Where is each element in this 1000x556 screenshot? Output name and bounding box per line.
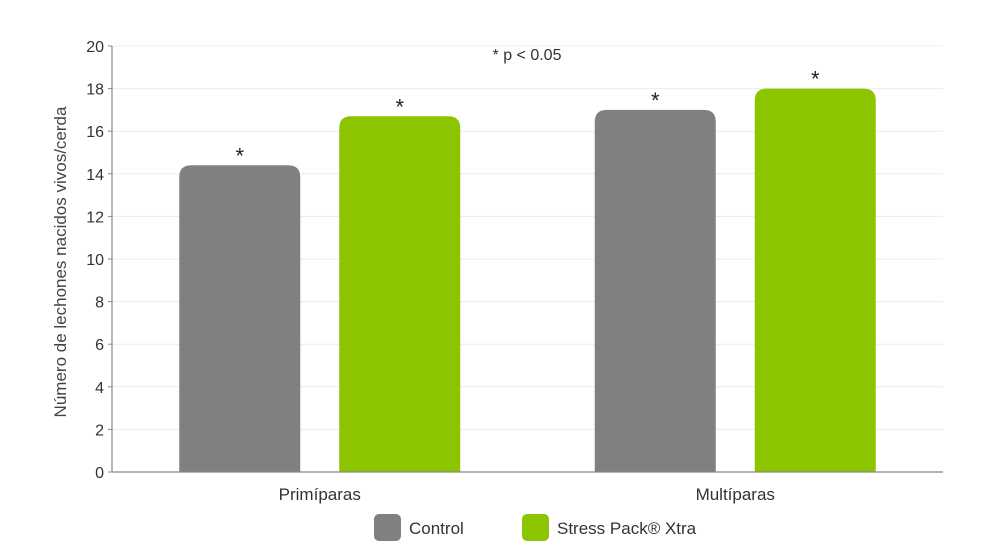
- legend-swatch: [374, 514, 401, 541]
- y-tick-label: 4: [95, 380, 104, 397]
- significance-note: * p < 0.05: [493, 47, 562, 64]
- significance-marker: *: [811, 67, 820, 92]
- y-tick-label: 8: [95, 295, 104, 312]
- legend-swatch: [522, 514, 549, 541]
- y-tick-label: 20: [86, 39, 104, 56]
- bar: [339, 116, 461, 472]
- significance-marker: *: [651, 88, 660, 113]
- bar: [179, 165, 301, 472]
- y-tick-label: 18: [86, 82, 104, 99]
- legend: Control Stress Pack® Xtra: [374, 514, 697, 541]
- y-tick-label: 0: [95, 465, 104, 482]
- significance-marker: *: [235, 143, 244, 168]
- bar: [754, 88, 876, 472]
- y-tick-label: 10: [86, 252, 104, 269]
- bar: [594, 109, 716, 473]
- x-category-label: Multíparas: [696, 485, 775, 504]
- legend-label: Control: [409, 519, 464, 538]
- bars: * * * *: [179, 67, 876, 473]
- y-tick-label: 2: [95, 422, 104, 439]
- y-tick-label: 14: [86, 167, 104, 184]
- y-tick-label: 6: [95, 337, 104, 354]
- y-tick-label: 16: [86, 124, 104, 141]
- legend-label: Stress Pack® Xtra: [557, 519, 697, 538]
- y-axis-label: Número de lechones nacidos vivos/cerda: [51, 106, 70, 417]
- y-tick-label: 12: [86, 209, 104, 226]
- x-axis: Primíparas Multíparas: [112, 471, 943, 504]
- significance-marker: *: [395, 94, 404, 119]
- y-axis: 0 2 4 6 8 10 12 14 16 18 20: [86, 39, 113, 482]
- x-category-label: Primíparas: [279, 485, 361, 504]
